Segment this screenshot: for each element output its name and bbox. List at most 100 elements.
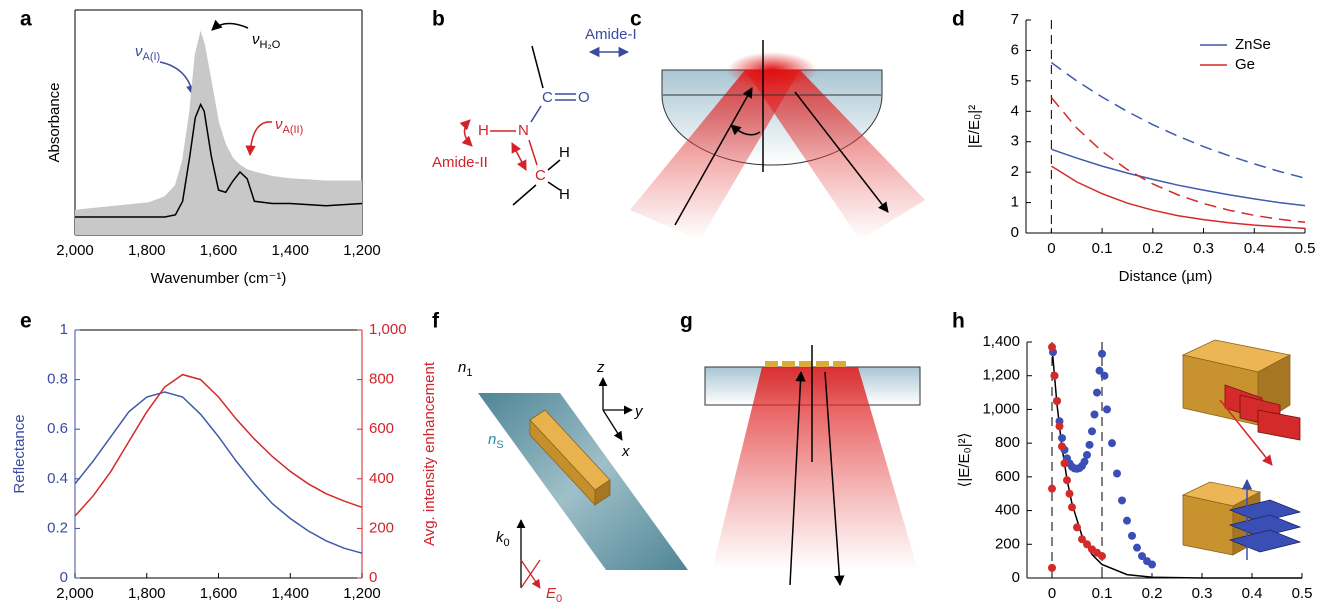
y-tick-label: 800	[995, 434, 1020, 451]
y2-tick-label: 1,000	[369, 321, 407, 338]
x-tick-label: 1,800	[128, 242, 166, 259]
x-axis-label: Distance (µm)	[1119, 268, 1213, 285]
data-point	[1063, 476, 1071, 484]
y2-tick-label: 600	[369, 420, 394, 437]
y2-tick-label: 0	[369, 569, 377, 586]
data-point	[1066, 490, 1074, 498]
data-point	[1088, 427, 1096, 435]
data-point	[1086, 441, 1094, 449]
data-point	[1083, 451, 1091, 459]
x-tick-label: 0.2	[1142, 240, 1163, 257]
y-tick-label: 0.4	[47, 470, 68, 487]
atom: H	[559, 186, 570, 203]
area	[75, 33, 362, 211]
axis-name: z	[596, 359, 605, 376]
x-tick-label: 1,400	[271, 585, 309, 602]
annotation: νA(II)	[275, 116, 303, 136]
x-tick-label: 2,000	[56, 585, 94, 602]
x-tick-label: 0.4	[1242, 585, 1263, 602]
label: E0	[546, 585, 562, 605]
x-tick-label: 0.5	[1295, 240, 1316, 257]
atom: H	[478, 122, 489, 139]
atom: H	[559, 144, 570, 161]
data-point	[1051, 372, 1059, 380]
y-tick-label: 400	[995, 502, 1020, 519]
panel-letter: c	[630, 8, 642, 31]
y-axis-label: Reflectance	[11, 414, 28, 493]
line	[1051, 63, 1305, 179]
atom: C	[535, 167, 546, 184]
y-tick-label: 600	[995, 468, 1020, 485]
annotation: νA(I)	[135, 43, 160, 63]
label: Amide-I	[585, 26, 637, 43]
x-tick-label: 1,200	[343, 242, 381, 259]
y-tick-label: 1	[60, 321, 68, 338]
x-tick-label: 0	[1048, 585, 1056, 602]
y-tick-label: 2	[1011, 163, 1019, 180]
data-point	[1093, 389, 1101, 397]
y-tick-label: 0.6	[47, 420, 68, 437]
x-tick-label: 0.2	[1142, 585, 1163, 602]
y-tick-label: 6	[1011, 41, 1019, 58]
line	[1051, 166, 1305, 228]
atom: N	[518, 122, 529, 139]
y-tick-label: 5	[1011, 72, 1019, 89]
y-tick-label: 200	[995, 535, 1020, 552]
panel-letter: e	[20, 310, 32, 333]
y-tick-label: 1	[1011, 194, 1019, 211]
y-tick-label: 0.8	[47, 371, 68, 388]
figure: νA(I) νH₂O νA(II) b Amide-I C O N H Amid…	[0, 0, 1321, 606]
y-axis-label: ⟨|E/E₀|²⟩	[956, 433, 973, 488]
data-point	[1133, 544, 1141, 552]
data-point	[1058, 434, 1066, 442]
panel-letter: b	[432, 8, 445, 31]
data-point	[1058, 443, 1066, 451]
panel-letter: h	[952, 310, 965, 333]
y-tick-label: 0	[60, 569, 68, 586]
data-point	[1148, 561, 1156, 569]
legend-label: Ge	[1235, 56, 1255, 73]
axis-name: y	[634, 403, 644, 420]
x-tick-label: 0.1	[1092, 240, 1113, 257]
axis-name: x	[621, 443, 630, 460]
x-tick-label: 0.5	[1292, 585, 1313, 602]
x-tick-label: 1,200	[343, 585, 381, 602]
atom: C	[542, 89, 553, 106]
y-tick-label: 1,400	[982, 333, 1020, 350]
y2-tick-label: 200	[369, 519, 394, 536]
x-tick-label: 1,600	[200, 585, 238, 602]
atom: O	[578, 89, 590, 106]
annotation: νH₂O	[252, 31, 281, 51]
data-point	[1091, 410, 1099, 418]
molecule	[464, 46, 628, 205]
data-point	[1118, 496, 1126, 504]
y-tick-label: 4	[1011, 102, 1019, 119]
data-point	[1048, 564, 1056, 572]
label: n1	[458, 359, 472, 379]
label: nS	[488, 431, 504, 451]
x-tick-label: 1,800	[128, 585, 166, 602]
line	[75, 375, 362, 516]
annotation-arrow	[160, 62, 193, 95]
data-point	[1123, 517, 1131, 525]
x-tick-label: 2,000	[56, 242, 94, 259]
panel-letter: a	[20, 8, 32, 31]
data-point	[1113, 469, 1121, 477]
y-tick-label: 0.2	[47, 519, 68, 536]
inset-sketch	[1183, 340, 1300, 560]
data-point	[1073, 523, 1081, 531]
y-axis-label: |E/E₀|²	[966, 105, 983, 148]
x-tick-label: 1,600	[200, 242, 238, 259]
y2-tick-label: 800	[369, 371, 394, 388]
line	[1051, 98, 1305, 223]
annotation-arrow	[212, 23, 248, 30]
legend-label: ZnSe	[1235, 36, 1271, 53]
x-tick-label: 0	[1047, 240, 1055, 257]
label: k0	[496, 529, 510, 549]
x-tick-label: 0.1	[1092, 585, 1113, 602]
data-point	[1103, 405, 1111, 413]
data-point	[1061, 459, 1069, 467]
data-point	[1048, 485, 1056, 493]
data-point	[1048, 343, 1056, 351]
